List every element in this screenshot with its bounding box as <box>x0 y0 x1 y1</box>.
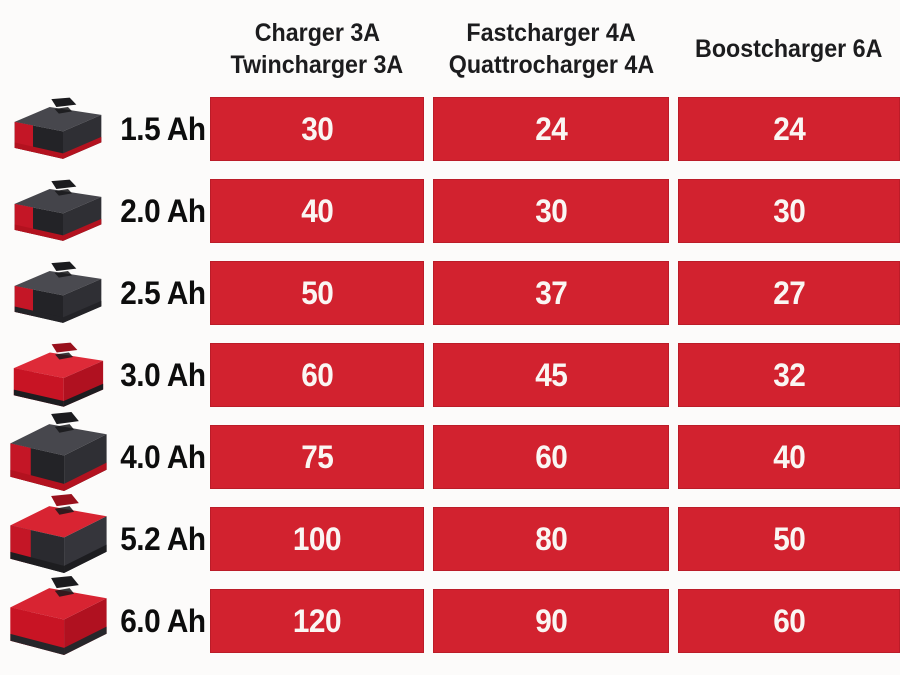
value-text: 45 <box>534 356 568 393</box>
value-cell-charger-3a: 30 <box>210 97 424 161</box>
value-cell-fastcharger-4a: 90 <box>433 589 669 653</box>
row-label: 1.5 Ah <box>120 110 206 147</box>
row-label: 2.0 Ah <box>120 192 206 229</box>
battery-1-5-ah-icon <box>8 96 108 162</box>
value-cell-fastcharger-4a: 37 <box>433 261 669 325</box>
value-text: 24 <box>772 110 806 147</box>
value-cell-boostcharger-6a: 30 <box>678 179 900 243</box>
header-line: Twincharger 3A <box>230 50 404 79</box>
battery-3-0-ah-icon <box>7 341 110 410</box>
row-label-cell: 1.5 Ah <box>0 96 206 162</box>
battery-image-wrap <box>3 178 113 244</box>
value-cell-boostcharger-6a: 60 <box>678 589 900 653</box>
table-header: Charger 3A Twincharger 3A Fastcharger 4A… <box>0 0 900 97</box>
row-label: 5.2 Ah <box>120 520 206 557</box>
value-cell-fastcharger-4a: 30 <box>433 179 669 243</box>
battery-6-0-ah-icon <box>3 575 114 659</box>
value-text: 100 <box>292 520 342 557</box>
value-cell-boostcharger-6a: 24 <box>678 97 900 161</box>
battery-image-wrap <box>3 96 113 162</box>
header-spacer <box>0 0 201 97</box>
value-text: 30 <box>300 110 334 147</box>
row-label-cell: 6.0 Ah <box>0 575 206 655</box>
row-label-cell: 2.0 Ah <box>0 178 206 244</box>
value-cell-boostcharger-6a: 27 <box>678 261 900 325</box>
value-text: 120 <box>292 602 342 639</box>
header-line: Boostcharger 6A <box>695 34 883 63</box>
value-text: 40 <box>300 192 334 229</box>
value-text: 40 <box>772 438 806 475</box>
value-cell-charger-3a: 50 <box>210 261 424 325</box>
value-cell-charger-3a: 120 <box>210 589 424 653</box>
value-cell-charger-3a: 75 <box>210 425 424 489</box>
column-header-charger-3a: Charger 3A Twincharger 3A <box>210 0 424 97</box>
value-text: 30 <box>534 192 568 229</box>
row-label: 6.0 Ah <box>120 602 206 639</box>
row-label: 4.0 Ah <box>120 438 206 475</box>
battery-image-wrap <box>3 341 113 410</box>
header-line: Fastcharger 4A <box>466 18 636 47</box>
battery-image-wrap <box>3 493 114 577</box>
column-header-boostcharger-6a: Boostcharger 6A <box>678 0 900 97</box>
value-cell-charger-3a: 60 <box>210 343 424 407</box>
header-line: Charger 3A <box>254 18 380 47</box>
value-text: 50 <box>300 274 334 311</box>
table-body: 1.5 Ah 30 24 24 <box>0 96 900 655</box>
value-cell-boostcharger-6a: 50 <box>678 507 900 571</box>
value-text: 24 <box>534 110 568 147</box>
battery-2-0-ah-icon <box>8 178 108 244</box>
battery-image-wrap <box>3 411 114 495</box>
row-label-cell: 4.0 Ah <box>0 411 206 491</box>
value-text: 60 <box>534 438 568 475</box>
row-label: 3.0 Ah <box>120 356 206 393</box>
value-cell-boostcharger-6a: 32 <box>678 343 900 407</box>
value-cell-fastcharger-4a: 60 <box>433 425 669 489</box>
battery-image-wrap <box>3 260 113 326</box>
value-text: 60 <box>300 356 334 393</box>
value-text: 37 <box>534 274 568 311</box>
row-label-cell: 2.5 Ah <box>0 260 206 326</box>
value-text: 75 <box>300 438 334 475</box>
value-text: 80 <box>534 520 568 557</box>
column-header-fastcharger-4a: Fastcharger 4A Quattrocharger 4A <box>433 0 669 97</box>
battery-5-2-ah-icon <box>3 493 114 577</box>
value-text: 32 <box>772 356 806 393</box>
value-cell-charger-3a: 40 <box>210 179 424 243</box>
battery-2-5-ah-icon <box>8 260 108 326</box>
header-line: Quattrocharger 4A <box>448 50 654 79</box>
row-label: 2.5 Ah <box>120 274 206 311</box>
value-text: 90 <box>534 602 568 639</box>
value-text: 30 <box>772 192 806 229</box>
battery-4-0-ah-icon <box>3 411 114 495</box>
value-cell-boostcharger-6a: 40 <box>678 425 900 489</box>
value-cell-charger-3a: 100 <box>210 507 424 571</box>
value-cell-fastcharger-4a: 80 <box>433 507 669 571</box>
value-cell-fastcharger-4a: 45 <box>433 343 669 407</box>
value-text: 27 <box>772 274 806 311</box>
value-text: 50 <box>772 520 806 557</box>
battery-image-wrap <box>3 575 114 659</box>
row-label-cell: 3.0 Ah <box>0 341 206 410</box>
row-label-cell: 5.2 Ah <box>0 493 206 573</box>
value-cell-fastcharger-4a: 24 <box>433 97 669 161</box>
value-text: 60 <box>772 602 806 639</box>
